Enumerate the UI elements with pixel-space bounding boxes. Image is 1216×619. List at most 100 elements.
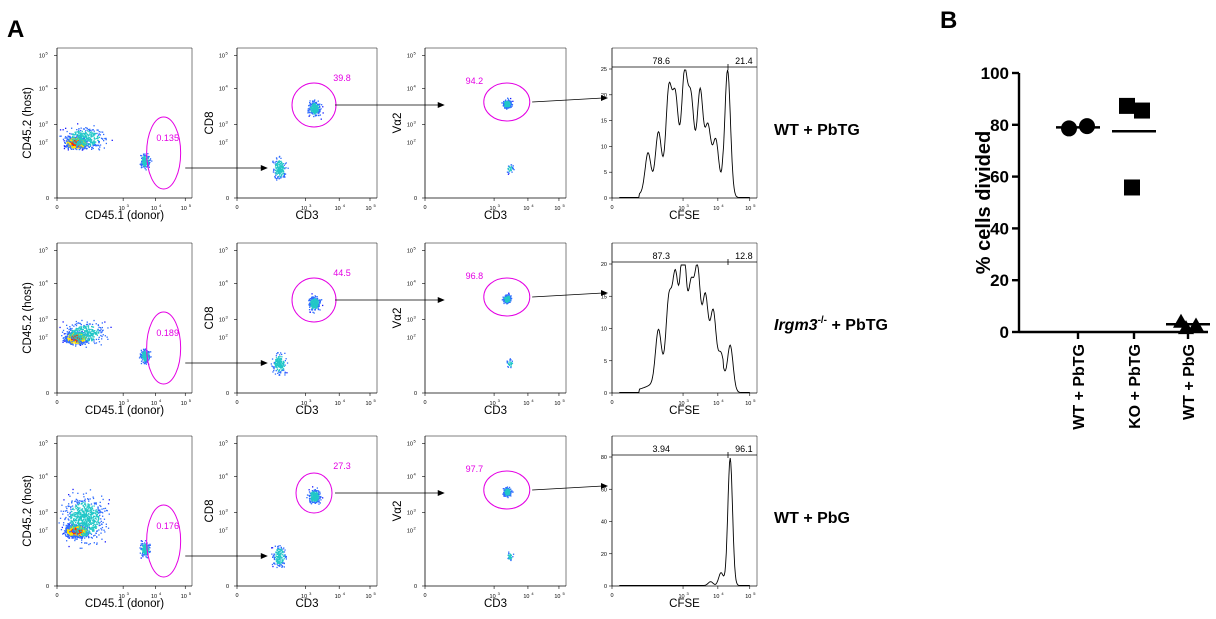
plot2-cd4-event-dot (272, 371, 274, 373)
plot2-ytick-base: 10 (219, 318, 225, 324)
plot1-host-event-dot (63, 140, 65, 142)
plot3-y-label: Vα2 (392, 308, 404, 329)
plot1-host-event-dot (70, 138, 72, 141)
plot1-spread-event-dot (87, 134, 90, 137)
plot3-tg-event-dot (512, 100, 514, 102)
plot1-ytick-base: 10 (39, 511, 45, 517)
plot2-ytick-base: 10 (219, 123, 225, 129)
plot1-spread-event-dot (86, 331, 88, 333)
plot1-spread-event-dot (101, 330, 104, 332)
plot2-cd4-event-dot (277, 160, 280, 163)
plot1-spread-event-dot (89, 144, 92, 147)
plot1-ytick-exp: 3 (46, 120, 49, 125)
plot1-host-event-dot (66, 141, 68, 144)
plot1-host-event-dot (68, 142, 70, 144)
plot2-cd4-event-dot (279, 358, 281, 360)
plot2-cd4-event-dot (277, 364, 279, 366)
plot2-cd8-event-dot (310, 309, 313, 311)
plot2-cd4-event-dot (277, 164, 279, 166)
plot1-donor-event-dot (142, 357, 145, 359)
plot2-cd8-event-dot (310, 105, 312, 107)
plot2-cd4-event-dot (274, 363, 276, 365)
plot1-host-event-dot (72, 146, 74, 149)
plot1-spread-event-dot (74, 141, 76, 143)
plot1-host-event-dot (68, 143, 70, 145)
plot1-donor-event-dot (140, 164, 142, 167)
plot1-spread-event-dot (73, 334, 75, 336)
plot1-spread-event-dot (83, 336, 85, 339)
plot1-host-event-dot (75, 342, 77, 344)
plot1-spread-event-dot (91, 332, 93, 335)
plot1-spread-event-dot (95, 137, 98, 140)
plot3-xtick-exp: 5 (562, 203, 565, 208)
plot1-spread-event-dot (87, 339, 89, 341)
plot1-spread-event-dot (68, 144, 70, 146)
plot2-cd8-event-dot (310, 305, 312, 307)
plot2-cd8-event-dot (320, 118, 322, 120)
plot2-cd4-event-dot (284, 173, 287, 175)
plot1-spread-event-dot (72, 331, 74, 333)
plot1-donor-event-dot (144, 357, 146, 359)
hist-xtick-base: 10 (745, 401, 751, 407)
plot1-spread-event-dot (75, 131, 77, 133)
plot1-spread-event-dot (78, 138, 81, 140)
plot1-spread-event-dot (76, 141, 79, 143)
plot2-cd8-event-dot (313, 312, 315, 314)
plot2-cd4-event-dot (273, 368, 275, 370)
plot1-spread-event-dot (67, 135, 69, 137)
plot1-gate-value: 0.135 (156, 133, 179, 143)
plot1-ytick-base: 10 (39, 123, 45, 129)
plot3-tg-event-dot (504, 299, 507, 301)
plot2-cd4-event-dot (279, 172, 281, 175)
plot1-host-event-dot (86, 141, 88, 143)
plot1-spread-event-dot (97, 332, 99, 334)
hist-ytick-label: 20 (601, 262, 607, 268)
plot3-tg-event-dot (511, 105, 513, 107)
plot2-cd4-event-dot (276, 179, 278, 181)
plot1-donor-event-dot (142, 156, 144, 159)
plot1-spread-event-dot (87, 337, 89, 340)
plot1-spread-event-dot (75, 345, 77, 347)
plot2-cd8-event-dot (314, 114, 317, 116)
plot3-tg-event-dot (506, 298, 508, 300)
plot2-cd8-event-dot (309, 302, 311, 305)
plot1-spread-event-dot (73, 141, 75, 143)
plot2-cd8-event-dot (322, 106, 324, 108)
plot1-spread-event-dot (90, 136, 92, 138)
plot2-cd4-event-dot (280, 372, 282, 374)
plot3-tg-event-dot (508, 101, 511, 103)
plot2-cd8-event-dot (314, 298, 317, 300)
plot1-xtick-exp: 4 (159, 591, 162, 596)
plot1-spread-event-dot (71, 144, 73, 147)
plot1-donor-event-dot (143, 165, 145, 167)
plot1-spread-event-dot (86, 332, 88, 334)
plot1-spread-event-dot (97, 324, 99, 326)
plot1-spread-event-dot (102, 131, 104, 133)
plot1-spread-event-dot (96, 333, 98, 335)
plot2-cd8-event-dot (311, 308, 313, 310)
plot1-spread-event-dot (93, 135, 95, 137)
plot1-donor-event-dot (144, 159, 146, 162)
plot1-host-event-dot (67, 338, 69, 340)
plot1-host-event-dot (77, 336, 79, 338)
plot1-spread-event-dot (93, 339, 95, 341)
plot1-spread-event-dot (84, 147, 86, 149)
plot2-cd4-event-dot (275, 362, 277, 365)
gate-arrow-1-head (260, 360, 268, 366)
plot1-spread-event-dot (72, 329, 74, 332)
plot1-host-event-dot (86, 145, 88, 147)
plot1-donor-event-dot (139, 163, 141, 165)
plot2-cd8-event-dot (314, 105, 316, 107)
plot1-spread-event-dot (84, 331, 86, 333)
plot1-spread-event-dot (96, 329, 99, 331)
plot3-ytick-exp: 2 (414, 138, 417, 143)
plot2-y-label: CD8 (204, 306, 216, 329)
plot1-spread-event-dot (79, 131, 81, 133)
plot2-cd4-event-dot (274, 161, 277, 163)
plot1-host-event-dot (81, 340, 83, 342)
plot1-spread-event-dot (64, 335, 67, 338)
plot2-cd8-event-dot (319, 114, 321, 116)
plot1-spread-event-dot (97, 144, 99, 146)
plot2-cd4-event-dot (276, 170, 278, 172)
plot1-spread-event-dot (80, 328, 82, 330)
